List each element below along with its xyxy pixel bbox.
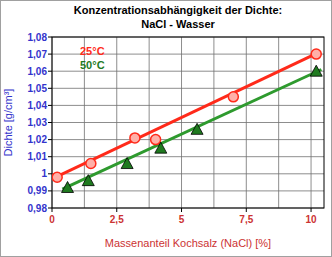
plot-area <box>52 37 324 208</box>
y-tick <box>48 37 52 38</box>
grid-line <box>52 122 324 123</box>
x-tick <box>181 208 182 212</box>
x-tick <box>311 208 312 212</box>
circle-marker <box>130 133 140 143</box>
series-label: 50°C <box>80 59 105 71</box>
x-tick <box>116 208 117 212</box>
triangle-marker <box>191 123 203 134</box>
y-tick <box>48 156 52 157</box>
y-tick-label: 0,99 <box>28 185 48 196</box>
y-tick <box>48 173 52 174</box>
x-tick <box>52 208 53 212</box>
circle-marker <box>228 92 238 102</box>
y-axis-label: Dichte [g/cm³] <box>2 89 14 157</box>
x-tick-label: 0 <box>49 214 55 225</box>
grid-line <box>52 190 324 191</box>
circle-marker <box>311 49 321 59</box>
data-group <box>52 49 322 192</box>
y-tick <box>48 71 52 72</box>
y-tick-label: 0,98 <box>28 203 48 214</box>
y-tick-label: 1,02 <box>28 134 48 145</box>
y-tick <box>48 54 52 55</box>
y-tick <box>48 190 52 191</box>
title: Konzentrationsabhängigkeit der Dichte: <box>74 4 282 16</box>
circle-marker <box>151 135 161 145</box>
series-label: 25°C <box>80 45 105 57</box>
grid-line <box>52 139 324 140</box>
y-tick-label: 1,05 <box>28 83 48 94</box>
triangle-marker <box>62 181 74 192</box>
y-tick <box>48 139 52 140</box>
triangle-marker <box>121 158 133 169</box>
y-tick <box>48 122 52 123</box>
circle-marker <box>52 172 62 182</box>
triangle-marker <box>310 65 322 76</box>
chart: Konzentrationsabhängigkeit der Dichte: Na… <box>0 0 332 257</box>
y-tick-label: 1,03 <box>28 117 48 128</box>
trend-line <box>52 52 319 179</box>
x-tick-label: 10 <box>305 214 317 225</box>
y-tick <box>48 88 52 89</box>
grid-line <box>52 105 324 106</box>
x-tick-label: 5 <box>179 214 185 225</box>
y-tick-label: 1 <box>41 168 47 179</box>
y-tick-label: 1,01 <box>28 151 48 162</box>
circle-marker <box>86 159 96 169</box>
y-tick <box>48 208 52 209</box>
x-tick-label: 7,5 <box>239 214 253 225</box>
x-tick <box>246 208 247 212</box>
y-tick <box>48 105 52 106</box>
triangle-marker <box>82 175 94 186</box>
y-tick-label: 1,07 <box>28 49 48 60</box>
triangle-marker <box>155 142 167 153</box>
y-tick-label: 1,04 <box>28 100 48 111</box>
background <box>1 1 332 257</box>
y-tick-label: 1,08 <box>28 32 48 43</box>
grid-line <box>52 156 324 157</box>
x-axis-label: Massenanteil Kochsalz (NaCl) [%] <box>105 237 271 249</box>
subtitle: NaCl - Wasser <box>141 18 215 30</box>
x-tick-label: 2,5 <box>110 214 124 225</box>
plot-frame <box>52 37 324 208</box>
trend-line <box>62 69 321 189</box>
y-tick-label: 1,06 <box>28 66 48 77</box>
